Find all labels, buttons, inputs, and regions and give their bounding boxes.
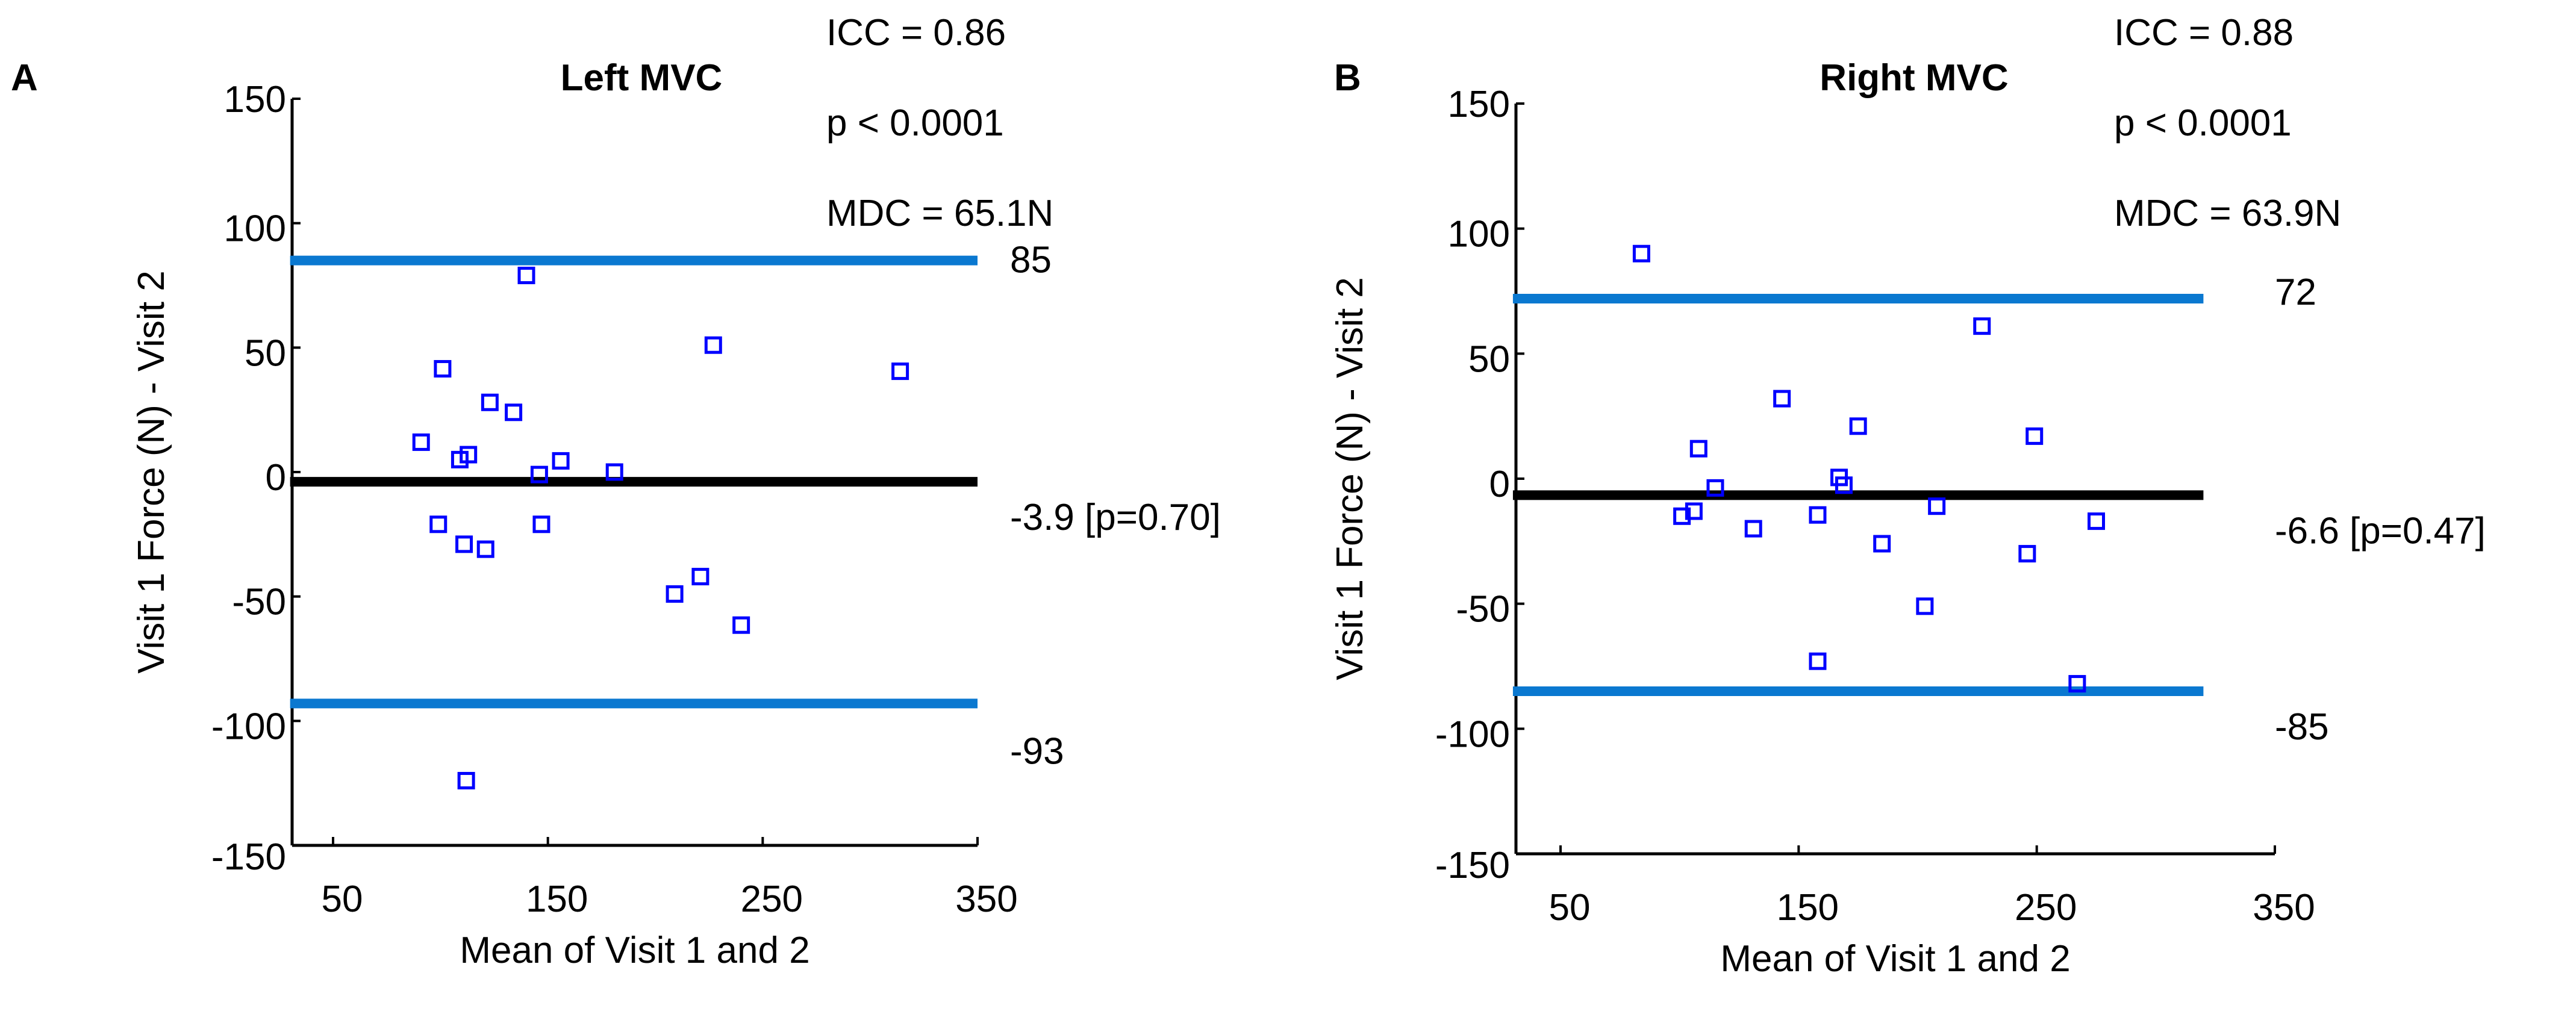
y-tick-label: -100 xyxy=(1435,714,1510,755)
data-point-marker xyxy=(552,452,570,470)
data-point-marker xyxy=(457,772,475,790)
y-tick-label: -50 xyxy=(1456,589,1510,630)
data-point-marker xyxy=(1873,535,1891,553)
panel-label: B xyxy=(1334,57,1361,99)
x-tick-label: 50 xyxy=(322,878,363,920)
data-point-marker xyxy=(460,446,478,464)
stat-annotation: p < 0.0001 xyxy=(826,102,1004,144)
data-point-marker xyxy=(434,359,452,378)
stat-annotation: ICC = 0.86 xyxy=(826,12,1006,54)
data-point-marker xyxy=(1849,417,1867,435)
x-tick-label: 150 xyxy=(1777,887,1839,928)
y-tick-label: -150 xyxy=(211,836,286,878)
data-point-marker xyxy=(1685,502,1703,520)
data-point-marker xyxy=(517,266,535,284)
mean-bias-label: -6.6 [p=0.47] xyxy=(2275,510,2486,552)
data-point-marker xyxy=(1973,317,1991,335)
x-tick-label: 50 xyxy=(1549,887,1591,928)
data-point-marker xyxy=(666,585,684,603)
data-point-marker xyxy=(1835,476,1853,494)
y-tick-label: -50 xyxy=(232,582,286,623)
y-tick-label: 150 xyxy=(224,79,286,120)
data-point-marker xyxy=(1673,507,1691,525)
lower-limit-label: -85 xyxy=(2275,706,2329,748)
data-point-marker xyxy=(1773,390,1791,408)
data-point-marker xyxy=(530,465,548,484)
x-tick-label: 250 xyxy=(2015,887,2077,928)
data-point-marker xyxy=(2068,675,2086,693)
data-point-marker xyxy=(455,535,473,553)
y-axis-label: Visit 1 Force (N) - Visit 2 xyxy=(1329,277,1371,680)
y-tick-label: 50 xyxy=(1468,338,1510,380)
panel-title: Right MVC xyxy=(1820,57,2008,99)
data-point-marker xyxy=(481,393,499,411)
x-tick-label: 350 xyxy=(2253,887,2315,928)
data-point-marker xyxy=(732,616,750,634)
x-axis-label: Mean of Visit 1 and 2 xyxy=(1720,938,2070,980)
data-point-marker xyxy=(505,403,523,421)
panel-label: A xyxy=(11,57,38,99)
upper-limit-label: 85 xyxy=(1010,240,1052,281)
data-point-marker xyxy=(2026,427,2044,445)
data-point-marker xyxy=(1916,597,1934,615)
y-tick-label: -150 xyxy=(1435,845,1510,886)
data-point-marker xyxy=(605,463,623,481)
data-point-marker xyxy=(532,515,550,533)
y-tick-label: 0 xyxy=(1489,464,1510,505)
y-tick-label: 100 xyxy=(1448,214,1510,255)
stat-annotation: MDC = 63.9N xyxy=(2114,193,2341,234)
data-point-marker xyxy=(476,540,494,558)
stat-annotation: ICC = 0.88 xyxy=(2114,12,2294,54)
data-point-marker xyxy=(691,568,709,586)
stat-annotation: MDC = 65.1N xyxy=(826,193,1053,234)
data-point-marker xyxy=(1744,520,1762,538)
data-point-marker xyxy=(1632,244,1650,263)
y-tick-label: 0 xyxy=(266,457,286,499)
data-point-marker xyxy=(891,362,909,381)
x-tick-label: 350 xyxy=(955,878,1017,920)
data-point-marker xyxy=(412,433,430,451)
lower-limit-label: -93 xyxy=(1010,730,1064,772)
data-point-marker xyxy=(1706,479,1724,497)
data-point-marker xyxy=(1689,440,1707,458)
y-tick-label: 100 xyxy=(224,208,286,250)
data-point-marker xyxy=(2088,512,2105,530)
x-tick-label: 150 xyxy=(526,878,588,920)
data-point-marker xyxy=(1809,652,1827,670)
stat-annotation: p < 0.0001 xyxy=(2114,102,2292,144)
y-axis-label: Visit 1 Force (N) - Visit 2 xyxy=(131,270,172,674)
panel-title: Left MVC xyxy=(561,57,723,99)
data-point-marker xyxy=(704,336,722,354)
y-tick-label: -100 xyxy=(211,706,286,747)
x-tick-label: 250 xyxy=(741,878,803,920)
upper-limit-label: 72 xyxy=(2275,272,2316,313)
data-point-marker xyxy=(2018,545,2036,563)
data-point-marker xyxy=(429,515,448,533)
y-tick-label: 150 xyxy=(1448,84,1510,125)
data-point-marker xyxy=(1928,497,1946,515)
mean-bias-label: -3.9 [p=0.70] xyxy=(1010,497,1221,538)
y-tick-label: 50 xyxy=(245,332,286,374)
x-axis-label: Mean of Visit 1 and 2 xyxy=(460,930,809,971)
data-point-marker xyxy=(1809,506,1827,524)
